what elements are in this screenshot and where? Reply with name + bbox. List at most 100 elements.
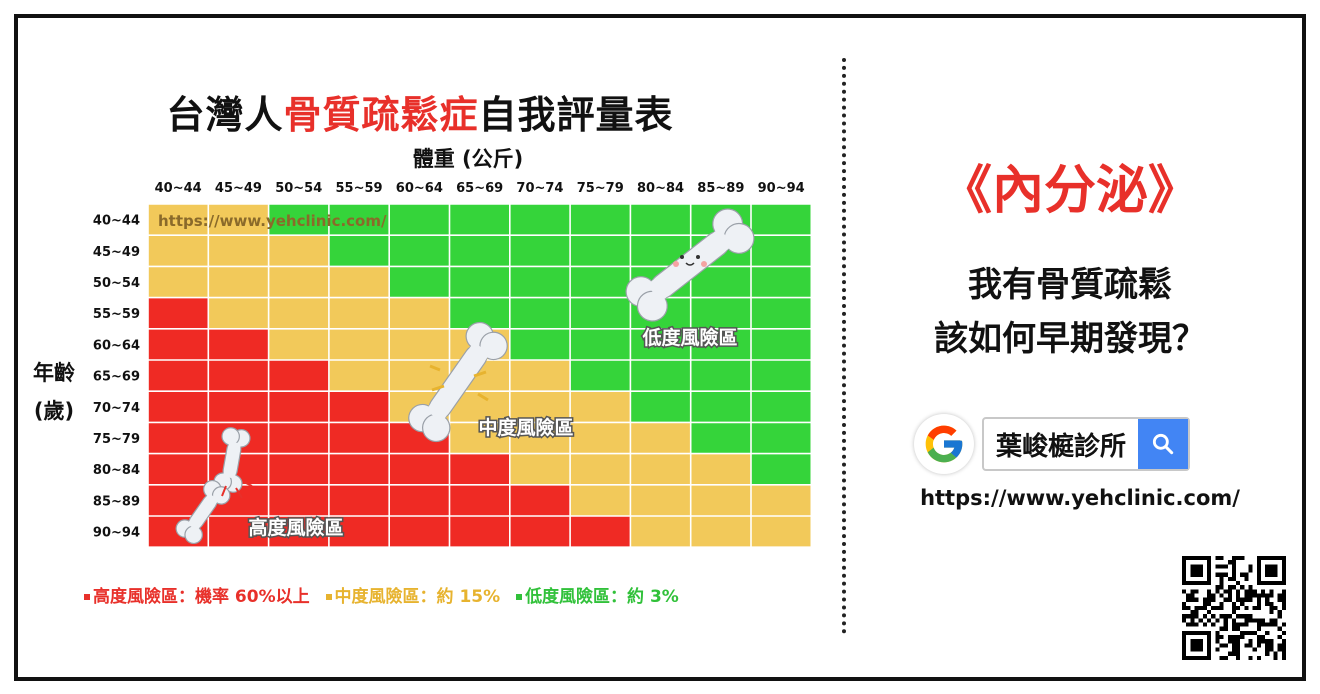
qr-code-icon [1182, 556, 1286, 660]
heatmap-cell [389, 484, 450, 516]
heatmap-cell [148, 391, 209, 423]
heatmap-cell [570, 266, 631, 298]
y-tick-label: 85~89 [93, 494, 140, 509]
heatmap-cell [328, 235, 390, 267]
heatmap-cell [208, 297, 269, 329]
heatmap-cell [389, 204, 450, 236]
heatmap-cell [751, 235, 812, 267]
x-tick-label: 80~84 [637, 181, 684, 196]
heatmap-cell [208, 328, 269, 360]
watermark-url: https://www.yehclinic.com/ [158, 212, 387, 230]
article-subtitle: 我有骨質疏鬆 該如何早期發現？ [860, 258, 1280, 366]
heatmap-cell [751, 204, 812, 236]
x-tick-label: 55~59 [336, 181, 383, 196]
heatmap-cell [328, 516, 390, 548]
heatmap-cell [148, 235, 209, 267]
heatmap-cell [449, 453, 510, 485]
y-tick-label: 45~49 [93, 245, 140, 260]
subtitle-line1: 我有骨質疏鬆 [968, 265, 1172, 305]
heatmap-cell [208, 235, 269, 267]
heatmap-cell [328, 453, 390, 485]
y-tick-label: 55~59 [93, 307, 140, 322]
vertical-divider [842, 58, 846, 634]
heatmap-cell [570, 360, 631, 392]
subtitle-line2: 該如何早期發現？ [934, 319, 1206, 359]
y-axis-label: 年齡 (歲) [28, 354, 80, 430]
risk-heatmap: 40~44 45~49 50~54 55~59 60~64 65~69 70~74 75~79… [93, 181, 813, 549]
heatmap-cell [268, 297, 329, 329]
heatmap-cell [449, 235, 510, 267]
region-label: 高度風險區 [248, 516, 343, 539]
heatmap-cell [148, 297, 209, 329]
chart-title: 台灣人骨質疏鬆症自我評量表 [0, 84, 840, 139]
y-axis-label-line1: 年齡 [33, 361, 75, 385]
heatmap-cell [630, 422, 691, 454]
y-tick-label: 75~79 [93, 432, 140, 447]
y-tick-label: 80~84 [93, 463, 140, 478]
heatmap-cell [630, 204, 691, 236]
heatmap-cell [449, 204, 510, 236]
heatmap-cell [690, 422, 751, 454]
heatmap-cell [148, 453, 209, 485]
x-tick-label: 45~49 [215, 181, 262, 196]
heatmap-cell [208, 204, 269, 236]
heatmap-cell [751, 484, 812, 516]
heatmap-cell [570, 328, 631, 360]
heatmap-cell [449, 422, 510, 454]
heatmap-cell [630, 391, 691, 423]
x-tick-label: 40~44 [155, 181, 202, 196]
heatmap-cell [630, 453, 691, 485]
heatmap-cell [268, 484, 329, 516]
heatmap-cell [570, 422, 631, 454]
heatmap-cell [630, 484, 691, 516]
search-icon [1152, 433, 1174, 455]
google-logo-icon [914, 414, 974, 474]
heatmap-cell [389, 266, 450, 298]
heatmap-cell [268, 360, 329, 392]
heatmap-cell [751, 297, 812, 329]
heatmap-cell [751, 391, 812, 423]
heatmap-cell [208, 360, 269, 392]
heatmap-cell [208, 266, 269, 298]
heatmap-cell [690, 297, 751, 329]
heatmap-cell [208, 516, 269, 548]
heatmap-cell [570, 204, 631, 236]
heatmap-cell [570, 516, 631, 548]
heatmap-cell [751, 266, 812, 298]
clinic-url[interactable]: https://www.yehclinic.com/ [920, 486, 1240, 510]
title-suffix: 自我評量表 [478, 93, 674, 137]
heatmap-cell [268, 328, 329, 360]
x-tick-label: 70~74 [516, 181, 563, 196]
heatmap-cell [328, 422, 390, 454]
search-box[interactable]: 葉峻榳診所 [982, 417, 1191, 471]
y-tick-label: 90~94 [93, 526, 140, 541]
heatmap-cell [630, 360, 691, 392]
heatmap-cell [570, 391, 631, 423]
heatmap-cell [690, 328, 751, 360]
heatmap-cell [449, 266, 510, 298]
category-title: 《內分泌》 [939, 161, 1200, 221]
x-axis-label: 體重 (公斤) [412, 147, 524, 171]
heatmap-cell [509, 266, 571, 298]
search-button[interactable] [1138, 419, 1189, 469]
heatmap-cell [751, 453, 812, 485]
heatmap-cell [328, 328, 390, 360]
heatmap-cell [690, 516, 751, 548]
heatmap-cell [509, 391, 571, 423]
legend-item-medium: 中度風險區：約 15% [325, 587, 500, 607]
search-text: 葉峻榳診所 [996, 431, 1127, 462]
heatmap-cell [630, 328, 691, 360]
region-label: 中度風險區 [478, 416, 573, 439]
heatmap-cell [268, 422, 329, 454]
title-highlight: 骨質疏鬆症 [283, 93, 479, 137]
y-tick-label: 50~54 [93, 276, 140, 291]
heatmap-cell [389, 328, 450, 360]
heatmap-cell [148, 266, 209, 298]
heatmap-cell [751, 516, 812, 548]
heatmap-cell [509, 360, 571, 392]
heatmap-cell [268, 391, 329, 423]
heatmap-cell [751, 328, 812, 360]
heatmap-cell [268, 204, 329, 236]
heatmap-cell [328, 484, 390, 516]
heatmap-cell [389, 453, 450, 485]
